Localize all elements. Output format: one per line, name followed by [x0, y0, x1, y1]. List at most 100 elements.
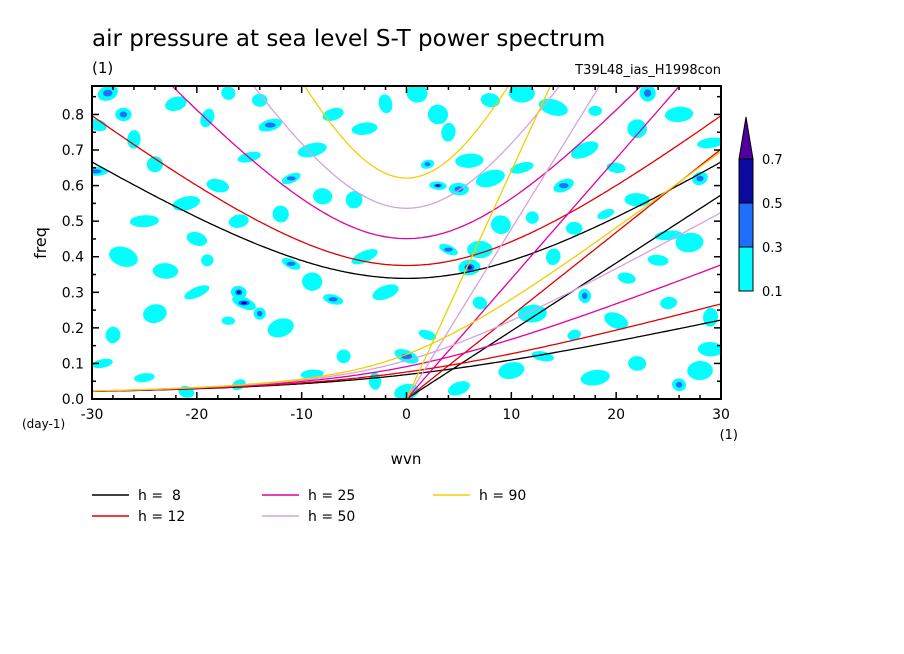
power-blob — [604, 312, 629, 330]
power-blob — [517, 304, 547, 323]
legend-label: h = 12 — [138, 509, 185, 525]
chart-title: air pressure at sea level S-T power spec… — [92, 26, 605, 52]
inertia-gravity-curve — [303, 86, 510, 179]
power-blob-mid — [92, 169, 102, 174]
x-tick-label: -20 — [185, 407, 208, 423]
x-tick-label: -10 — [290, 407, 313, 423]
power-blob — [647, 254, 669, 266]
power-blob — [351, 249, 378, 265]
axis-ticks — [91, 86, 722, 400]
power-blob — [206, 178, 230, 193]
power-blob — [703, 307, 718, 327]
power-blob — [378, 94, 393, 114]
power-blob-mid — [643, 89, 652, 97]
power-blob — [336, 349, 351, 364]
power-blob-mid — [264, 122, 276, 128]
power-blob — [172, 196, 201, 211]
power-blob — [129, 215, 159, 228]
legend-label: h = 25 — [308, 488, 355, 504]
experiment-label: T39L48_ias_H1998con — [574, 63, 721, 78]
power-blob — [480, 93, 501, 108]
power-blob — [697, 342, 721, 357]
power-blob — [186, 231, 208, 246]
x-tick-label: 10 — [502, 407, 520, 423]
x-tick-label: 30 — [712, 407, 730, 423]
power-blob — [490, 215, 511, 235]
mrg-curve — [92, 303, 721, 392]
power-blob-mid — [119, 111, 128, 118]
legend-label: h = 50 — [308, 509, 355, 525]
power-blob — [628, 356, 647, 371]
power-blob — [134, 373, 155, 383]
power-blob — [627, 119, 647, 139]
power-blob — [606, 162, 626, 174]
mrg-curve — [92, 150, 721, 392]
kelvin-curve — [405, 86, 601, 399]
kelvin-curve — [405, 86, 551, 399]
y-tick-label: 0.6 — [62, 179, 84, 195]
kelvin-curve — [406, 194, 721, 399]
legend: h = 8 h = 12 h = 25 h = 50 h = 90 — [92, 488, 526, 525]
inertia-gravity-curve — [171, 86, 642, 240]
power-blob-mid — [443, 247, 453, 252]
x-axis-label: wvn — [391, 450, 422, 468]
power-blob — [447, 381, 470, 396]
y-tick-label: 0.4 — [62, 250, 84, 266]
kelvin-curve — [406, 148, 721, 399]
power-blob — [105, 326, 121, 344]
power-blob — [272, 205, 289, 223]
x-tick-label: 20 — [607, 407, 625, 423]
power-blob — [267, 318, 294, 338]
power-blob — [597, 208, 615, 220]
power-blob — [441, 122, 456, 142]
power-blob — [143, 304, 167, 324]
y-tick-label: 0.5 — [62, 214, 84, 230]
power-blob — [617, 272, 636, 284]
inertia-gravity-curve — [252, 86, 561, 209]
legend-label: h = 8 — [138, 488, 181, 504]
power-blob — [146, 156, 164, 173]
power-blob — [687, 360, 713, 381]
power-blob — [588, 105, 602, 116]
power-blob — [165, 96, 187, 112]
power-blob-mid — [103, 89, 113, 97]
power-blob — [109, 246, 138, 267]
power-blob-high — [237, 290, 241, 294]
x-unit-label: (1) — [720, 428, 738, 443]
y-tick-labels: 0.0 0.1 0.2 0.3 0.4 0.5 0.6 0.7 0.8 — [62, 107, 84, 408]
power-blob — [525, 211, 539, 224]
power-blob — [664, 106, 694, 123]
y-axis-label: freq — [31, 227, 50, 259]
power-blob — [498, 362, 525, 380]
x-tick-labels: -30 -20 -10 0 10 20 30 — [81, 407, 730, 423]
power-blob — [302, 272, 323, 291]
power-blob — [127, 130, 141, 149]
power-blob-mid — [581, 292, 588, 300]
colorbar-label: 0.3 — [762, 241, 783, 256]
power-blob — [252, 93, 268, 107]
power-blob — [697, 137, 721, 149]
power-blob — [660, 296, 678, 310]
colorbar-segment — [738, 158, 754, 204]
colorbar-segment — [738, 246, 754, 292]
power-blob — [675, 232, 704, 253]
y-tick-label: 0.0 — [62, 392, 84, 408]
power-blob-mid — [286, 261, 296, 266]
power-blob — [510, 162, 534, 174]
power-blob — [345, 191, 363, 209]
colorbar-segment — [738, 202, 754, 248]
power-contours — [92, 86, 721, 399]
power-blob — [228, 214, 249, 228]
units-label: (1) — [92, 59, 113, 77]
y-tick-label: 0.7 — [62, 143, 84, 159]
power-blob — [372, 284, 399, 301]
power-blob — [565, 221, 583, 235]
y-tick-label: 0.3 — [62, 285, 84, 301]
power-blob — [508, 86, 535, 103]
power-blob — [201, 254, 214, 267]
power-blob-mid — [696, 175, 704, 182]
x-tick-label: -30 — [81, 407, 104, 423]
power-blob-mid — [454, 186, 464, 192]
colorbar-label: 0.7 — [762, 153, 783, 168]
y-tick-label: 0.1 — [62, 356, 84, 372]
